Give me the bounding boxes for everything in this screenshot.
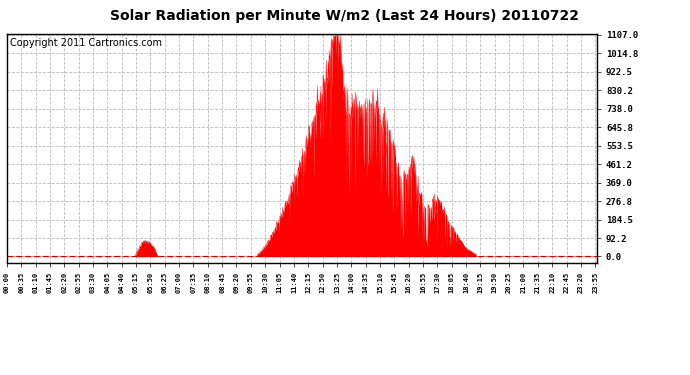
Text: Copyright 2011 Cartronics.com: Copyright 2011 Cartronics.com — [10, 38, 162, 48]
Text: Solar Radiation per Minute W/m2 (Last 24 Hours) 20110722: Solar Radiation per Minute W/m2 (Last 24… — [110, 9, 580, 23]
